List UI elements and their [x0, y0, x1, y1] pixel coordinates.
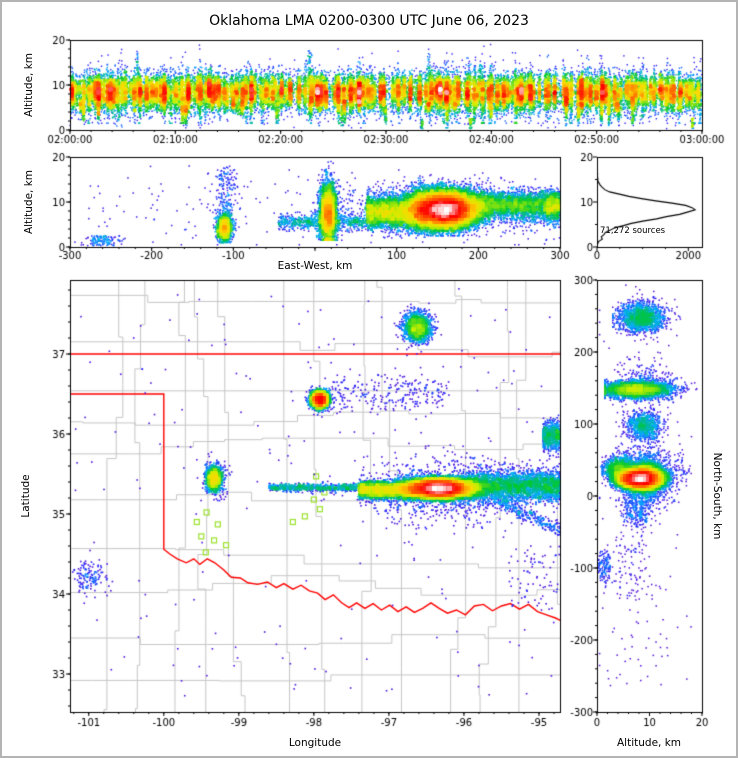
ns-height-x-axis-label: Altitude, km — [616, 737, 682, 749]
ns-height-y-axis-label: North-South, km — [711, 452, 723, 540]
map-x-axis-label: Longitude — [288, 737, 342, 749]
ew-height-x-axis-label: East-West, km — [277, 260, 353, 272]
ew-height-y-axis-label: Altitude, km — [23, 169, 35, 235]
time-height-y-axis-label: Altitude, km — [23, 52, 35, 118]
figure-title: Oklahoma LMA 0200-0300 UTC June 06, 2023 — [209, 13, 529, 29]
map-y-axis-label: Latitude — [20, 474, 32, 518]
source-count-annotation: 71,272 sources — [600, 226, 666, 236]
